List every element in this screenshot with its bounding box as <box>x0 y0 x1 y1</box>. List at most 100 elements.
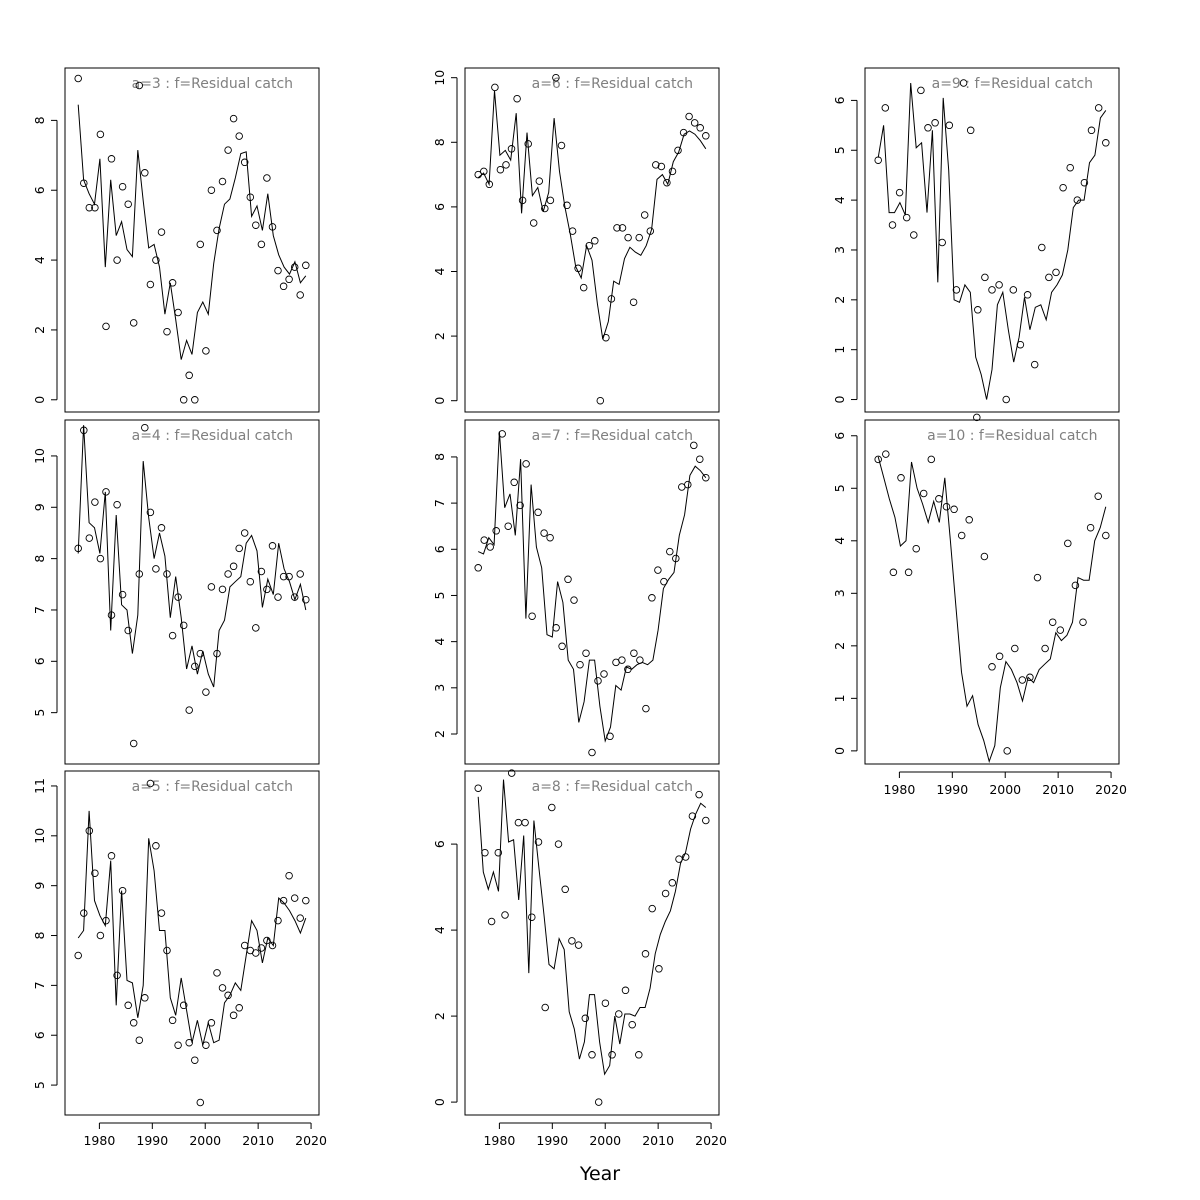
x-tick-label: 2020 <box>295 1133 327 1148</box>
data-point <box>897 474 905 482</box>
plot-frame <box>64 770 320 1116</box>
data-point <box>579 283 588 292</box>
data-point <box>874 156 882 164</box>
panel-title: a=3 : f=Residual catch <box>132 76 293 92</box>
data-point <box>91 203 99 212</box>
data-point <box>690 441 698 450</box>
data-point <box>285 275 293 284</box>
data-point <box>546 533 554 542</box>
data-point <box>268 542 277 550</box>
y-tick-label: 8 <box>432 138 447 146</box>
data-point <box>218 177 227 186</box>
y-tick-label: 4 <box>32 256 47 264</box>
data-point <box>938 238 946 247</box>
data-point <box>931 119 939 127</box>
data-point <box>302 261 310 270</box>
data-point <box>966 126 975 135</box>
x-tick-label: 1990 <box>936 782 968 797</box>
data-point <box>950 505 958 514</box>
data-point <box>554 840 563 848</box>
data-point <box>702 816 710 825</box>
data-point <box>1002 395 1010 404</box>
data-point <box>152 565 160 573</box>
data-point <box>302 595 310 604</box>
data-point <box>1086 523 1095 532</box>
data-point <box>80 426 88 435</box>
fitted-line <box>477 90 707 340</box>
data-point <box>135 81 144 90</box>
data-point <box>1030 360 1039 369</box>
y-tick-label: 5 <box>432 591 447 599</box>
data-point <box>102 488 110 496</box>
data-point <box>168 279 177 287</box>
data-point <box>696 455 704 463</box>
data-point <box>1064 539 1072 548</box>
y-tick-label: 8 <box>32 116 47 124</box>
data-point <box>229 1011 238 1020</box>
y-tick-label: 2 <box>432 332 447 340</box>
data-point <box>513 94 521 103</box>
data-point <box>480 167 488 176</box>
data-point <box>474 784 482 792</box>
data-point <box>191 396 199 404</box>
y-tick-label: 0 <box>32 396 47 404</box>
figure-x-axis-label: Year <box>579 1163 620 1185</box>
data-point <box>581 1014 590 1023</box>
y-tick-label: 0 <box>832 747 847 755</box>
y-tick-label: 2 <box>32 326 47 334</box>
chart-panel-7: 0 1 2 3 4 5 6 1980 1990 2000 2010 2020 a=10 : f=Resi… <box>832 413 1127 797</box>
data-point <box>163 570 171 578</box>
x-tick-label: 2010 <box>642 1133 674 1148</box>
data-point <box>191 662 199 671</box>
data-point <box>474 170 482 179</box>
data-point <box>1052 268 1060 277</box>
data-point <box>290 593 299 601</box>
data-point <box>1071 581 1080 590</box>
data-point <box>141 423 149 432</box>
data-point <box>124 200 132 208</box>
data-point <box>594 1098 603 1106</box>
data-point <box>888 221 897 229</box>
data-point <box>207 186 216 194</box>
data-point <box>540 529 548 537</box>
data-point <box>218 585 227 594</box>
data-point <box>942 502 951 511</box>
chart-panel-3: 0 2 4 6 8 10 a=6 : f=Residual catch <box>432 67 720 413</box>
y-tick-label: 10 <box>432 70 447 86</box>
data-point <box>973 413 981 422</box>
data-point <box>672 554 680 563</box>
data-point <box>268 941 277 950</box>
data-point <box>516 501 524 510</box>
data-point <box>924 124 932 132</box>
data-point <box>107 155 116 163</box>
data-point <box>995 281 1003 289</box>
data-point <box>568 937 576 945</box>
chart-panel-4: 2 3 4 5 6 7 8 a=7 : f=Residual catch <box>432 419 720 765</box>
data-point <box>917 86 925 95</box>
data-point <box>1011 644 1019 653</box>
x-tick-label: 1990 <box>536 1133 568 1148</box>
data-point <box>279 572 288 581</box>
data-point <box>85 534 94 542</box>
data-point <box>129 739 138 748</box>
data-point <box>196 649 205 658</box>
data-point <box>606 732 614 741</box>
x-tick-label: 1990 <box>136 1133 168 1148</box>
data-point <box>574 264 582 273</box>
data-point <box>636 656 644 664</box>
data-point <box>263 585 271 594</box>
y-tick-label: 4 <box>832 537 847 545</box>
data-point <box>952 286 961 294</box>
data-point <box>224 570 232 578</box>
data-point <box>1009 286 1018 294</box>
y-tick-label: 8 <box>432 453 447 461</box>
data-point <box>685 112 693 121</box>
data-point <box>135 1036 144 1044</box>
data-point <box>1038 243 1046 252</box>
data-point <box>613 224 621 232</box>
data-point <box>207 1019 216 1027</box>
data-point <box>496 165 505 174</box>
data-point <box>668 879 677 887</box>
data-point <box>535 177 544 185</box>
panel-title: a=9 : f=Residual catch <box>932 76 1093 92</box>
